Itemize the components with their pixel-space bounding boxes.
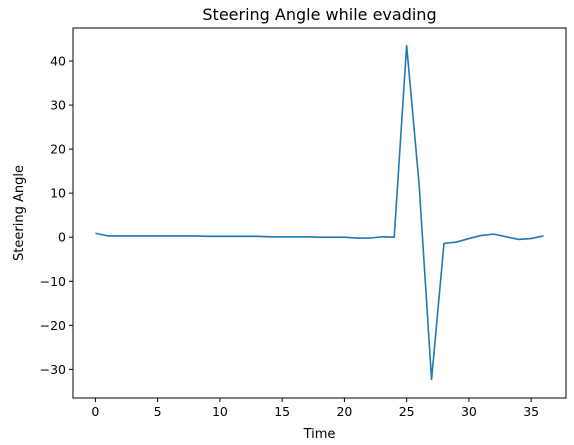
y-ticks: −30 −20 −10 0 10 20 30 40 <box>40 54 73 377</box>
chart-title: Steering Angle while evading <box>202 5 436 24</box>
steering-angle-line <box>95 44 544 381</box>
x-tick-label: 0 <box>91 404 99 419</box>
x-tick-label: 30 <box>461 404 477 419</box>
x-ticks: 0 5 10 15 20 25 30 35 <box>91 398 539 419</box>
y-tick-label: −30 <box>40 362 66 377</box>
x-tick-label: 15 <box>274 404 290 419</box>
plot-area: 0 5 10 15 20 25 30 35 −30 −20 −10 0 10 20 30 40 <box>40 27 567 419</box>
y-axis-label: Steering Angle <box>12 165 27 261</box>
x-tick-label: 20 <box>336 404 352 419</box>
y-tick-label: 10 <box>50 186 66 201</box>
y-tick-label: 20 <box>50 142 66 157</box>
x-tick-label: 5 <box>154 404 162 419</box>
y-tick-label: −20 <box>40 318 66 333</box>
y-tick-label: 0 <box>58 230 66 245</box>
x-tick-label: 35 <box>523 404 539 419</box>
plot-frame <box>72 27 567 399</box>
x-tick-label: 10 <box>212 404 228 419</box>
y-tick-label: −10 <box>40 274 66 289</box>
x-tick-label: 25 <box>399 404 415 419</box>
y-tick-label: 40 <box>50 54 66 69</box>
y-tick-label: 30 <box>50 98 66 113</box>
x-axis-label: Time <box>303 427 336 442</box>
